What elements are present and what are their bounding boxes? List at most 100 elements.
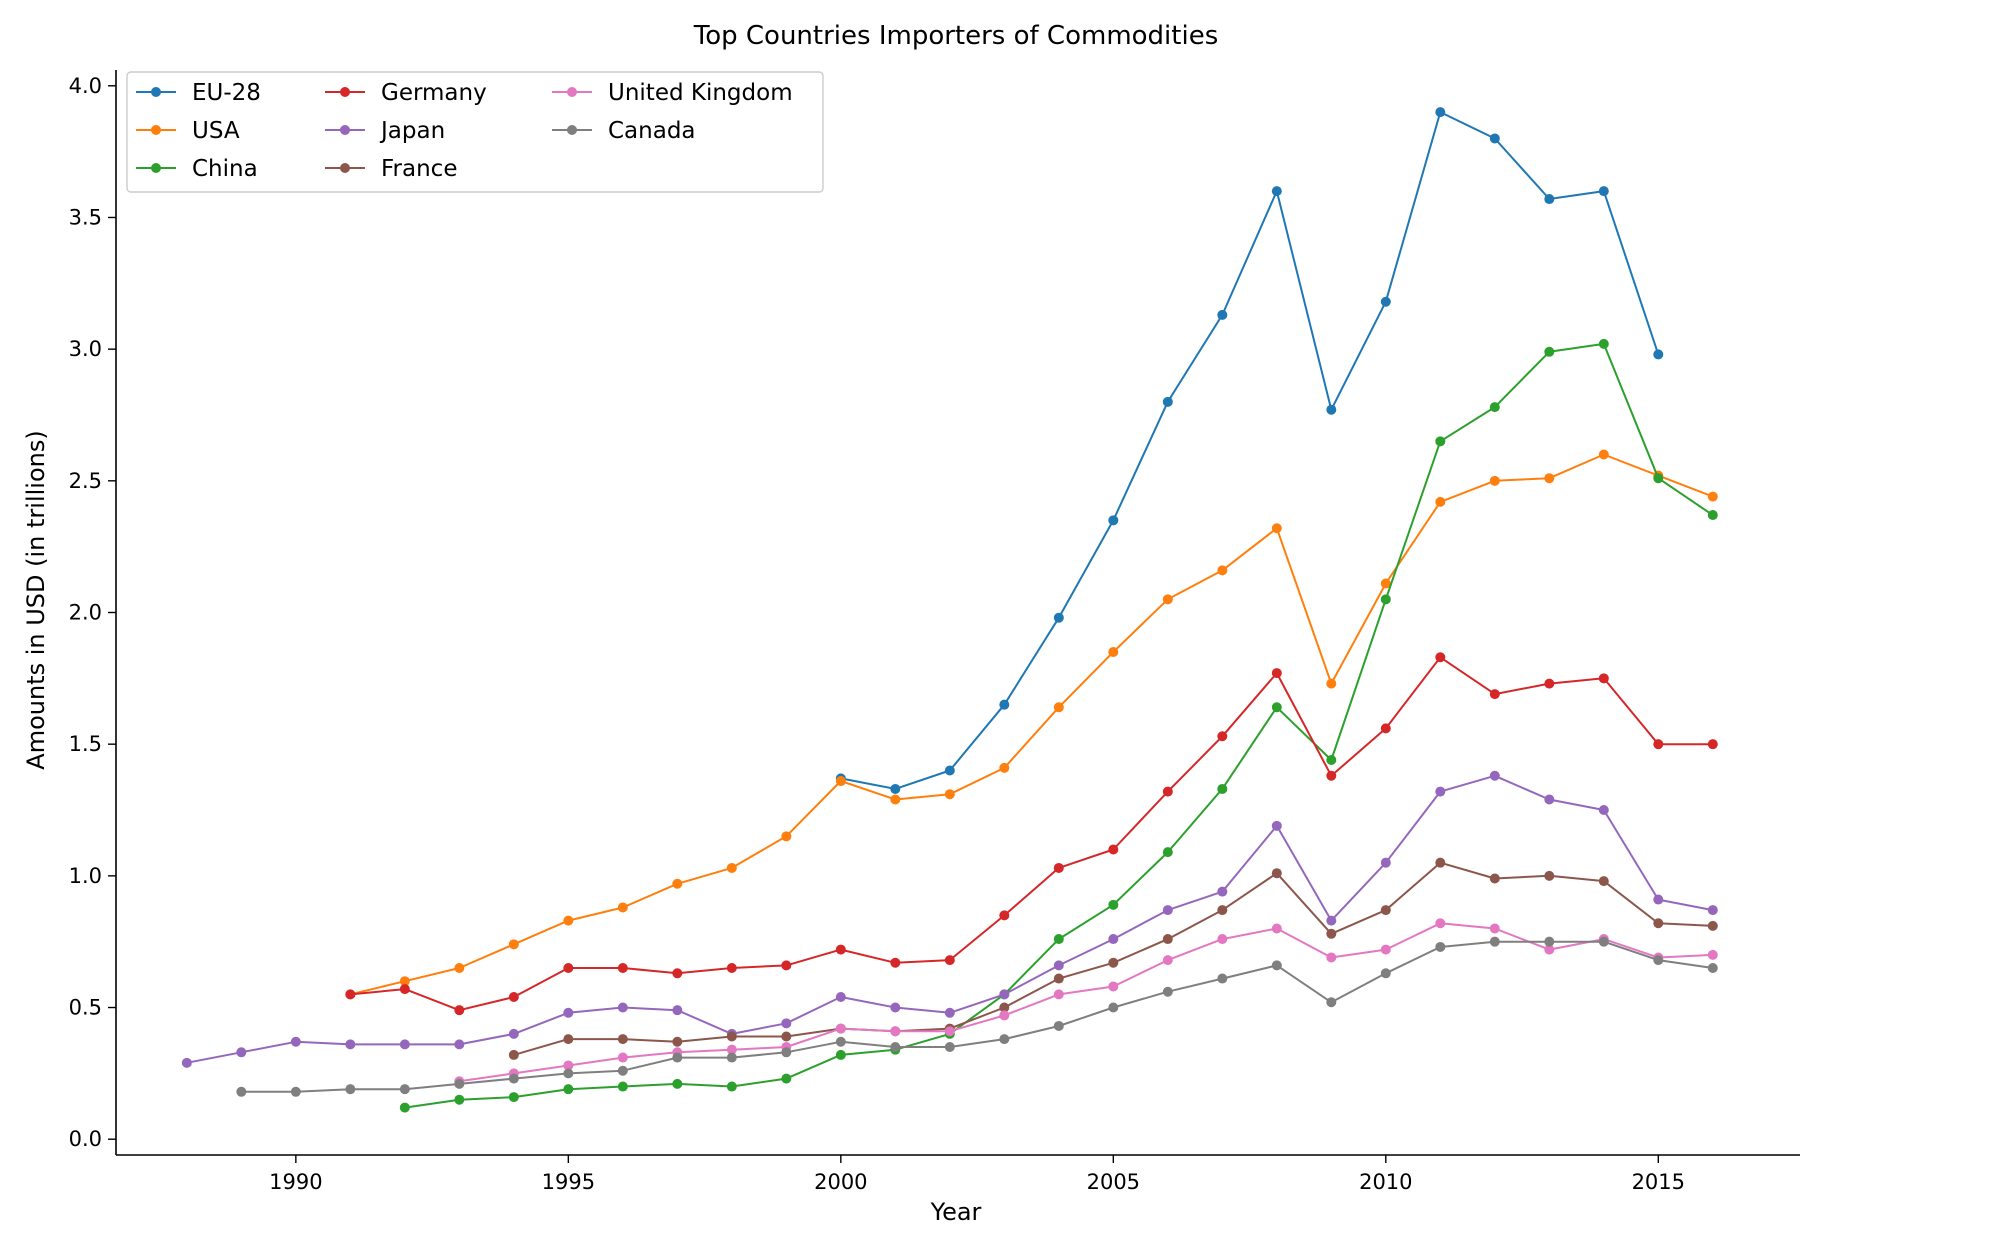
data-point-canada (1707, 963, 1718, 974)
legend-label: Canada (608, 118, 696, 144)
data-point-germany (1326, 770, 1337, 781)
data-point-germany (1653, 739, 1664, 750)
data-point-germany (454, 1005, 465, 1016)
data-point-canada (944, 1042, 955, 1053)
data-point-japan (236, 1047, 247, 1058)
data-point-united-kingdom (890, 1026, 901, 1037)
data-point-china (1108, 899, 1119, 910)
series-eu-28 (835, 107, 1664, 794)
data-point-usa (1162, 594, 1173, 605)
data-point-usa (944, 789, 955, 800)
data-point-united-kingdom (726, 1044, 737, 1055)
series-line-canada (241, 940, 1713, 1093)
data-point-japan (1653, 894, 1664, 905)
data-point-china (1653, 473, 1664, 484)
data-point-united-kingdom (1380, 944, 1391, 955)
data-point-france (1326, 928, 1337, 939)
data-point-japan (1435, 786, 1446, 797)
data-point-usa (999, 762, 1010, 773)
data-point-united-kingdom (563, 1060, 574, 1071)
data-point-china (1598, 338, 1609, 349)
data-point-canada (1271, 960, 1282, 971)
data-point-china (508, 1092, 519, 1103)
data-point-canada (1217, 973, 1228, 984)
data-point-germany (1435, 652, 1446, 663)
data-point-germany (1598, 673, 1609, 684)
data-point-united-kingdom (1707, 949, 1718, 960)
data-point-france (1217, 905, 1228, 916)
data-point-canada (617, 1065, 628, 1076)
data-point-usa (1326, 678, 1337, 689)
data-point-eu-28 (1380, 296, 1391, 307)
data-point-france (1162, 934, 1173, 945)
data-point-france (1707, 920, 1718, 931)
x-tick-label: 1995 (542, 1170, 595, 1194)
chart-title: Top Countries Importers of Commodities (693, 21, 1219, 51)
data-point-usa (781, 831, 792, 842)
data-point-united-kingdom (1326, 952, 1337, 963)
data-point-france (781, 1031, 792, 1042)
data-point-japan (1380, 857, 1391, 868)
data-point-usa (1108, 647, 1119, 658)
data-point-canada (835, 1036, 846, 1047)
data-point-canada (1380, 968, 1391, 979)
series-germany (345, 652, 1718, 1016)
data-point-japan (1162, 905, 1173, 916)
data-point-japan (399, 1039, 410, 1050)
data-point-france (508, 1049, 519, 1060)
data-point-canada (1435, 941, 1446, 952)
data-point-france (1053, 973, 1064, 984)
data-point-germany (1380, 723, 1391, 734)
data-point-united-kingdom (1544, 944, 1555, 955)
data-point-germany (835, 944, 846, 955)
data-point-china (1489, 402, 1500, 413)
data-point-japan (563, 1007, 574, 1018)
legend-marker (151, 163, 161, 173)
data-point-united-kingdom (1162, 955, 1173, 966)
legend-marker (151, 125, 161, 135)
x-tick-label: 1990 (269, 1170, 322, 1194)
data-point-japan (1544, 794, 1555, 805)
y-tick-label: 0.0 (69, 1127, 102, 1151)
data-point-eu-28 (1544, 194, 1555, 205)
data-point-germany (999, 910, 1010, 921)
legend-item-germany: Germany (325, 80, 487, 106)
data-point-germany (672, 968, 683, 979)
data-point-eu-28 (1653, 349, 1664, 360)
data-point-usa (1380, 578, 1391, 589)
data-point-china (726, 1081, 737, 1092)
data-point-france (1108, 957, 1119, 968)
data-point-japan (1053, 960, 1064, 971)
legend-label: USA (192, 118, 240, 144)
data-point-japan (1326, 915, 1337, 926)
data-point-eu-28 (890, 783, 901, 794)
data-point-united-kingdom (1053, 989, 1064, 1000)
data-point-usa (1707, 491, 1718, 502)
data-point-france (1544, 870, 1555, 881)
data-point-japan (1707, 905, 1718, 916)
data-point-china (835, 1049, 846, 1060)
y-tick-label: 1.5 (69, 732, 102, 756)
data-point-japan (999, 989, 1010, 1000)
y-tick-label: 3.5 (69, 205, 102, 229)
data-point-united-kingdom (1217, 934, 1228, 945)
data-point-japan (290, 1036, 301, 1047)
data-point-eu-28 (999, 699, 1010, 710)
data-point-eu-28 (1489, 133, 1500, 144)
data-point-germany (617, 963, 628, 974)
data-point-canada (999, 1034, 1010, 1045)
data-point-china (781, 1073, 792, 1084)
data-point-usa (1489, 475, 1500, 486)
data-point-japan (1108, 934, 1119, 945)
data-point-eu-28 (1162, 396, 1173, 407)
data-point-japan (890, 1002, 901, 1013)
y-tick-label: 1.0 (69, 864, 102, 888)
data-point-germany (345, 989, 356, 1000)
data-point-germany (399, 984, 410, 995)
data-point-france (1380, 905, 1391, 916)
legend-marker (340, 87, 350, 97)
legend-item-eu-28: EU-28 (136, 80, 261, 106)
data-point-china (1162, 847, 1173, 858)
